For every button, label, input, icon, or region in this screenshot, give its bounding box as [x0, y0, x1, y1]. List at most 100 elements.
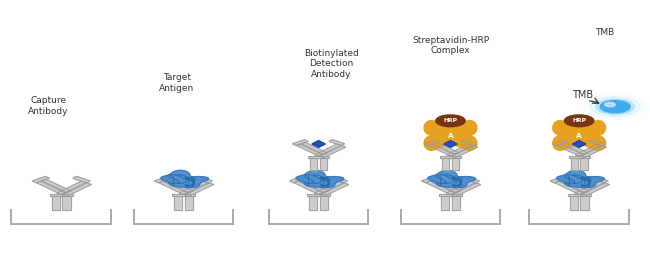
Bar	[591, 176, 608, 183]
Bar	[571, 158, 578, 170]
Bar	[320, 196, 328, 210]
Circle shape	[570, 132, 588, 139]
Bar	[559, 179, 589, 193]
Bar	[73, 176, 90, 183]
Bar	[575, 181, 605, 195]
Bar	[571, 158, 578, 170]
Bar	[461, 140, 476, 146]
Bar	[159, 181, 189, 194]
Bar	[557, 144, 584, 156]
Bar	[580, 196, 589, 210]
Bar	[163, 179, 194, 193]
Bar	[298, 179, 328, 193]
Bar	[307, 194, 330, 196]
Bar	[428, 144, 456, 156]
Bar	[36, 181, 67, 194]
Bar	[154, 176, 172, 183]
Bar	[159, 181, 189, 194]
Bar	[441, 196, 449, 210]
Bar	[432, 142, 460, 155]
Text: TMB: TMB	[573, 90, 593, 100]
Bar	[428, 144, 456, 156]
Bar	[49, 194, 73, 196]
Bar	[300, 142, 328, 155]
Bar	[330, 176, 348, 183]
Bar	[57, 181, 87, 195]
Bar	[569, 156, 590, 158]
Circle shape	[600, 101, 630, 113]
Bar	[32, 176, 49, 183]
Bar	[421, 176, 439, 183]
Bar	[461, 140, 476, 146]
Bar	[51, 196, 60, 210]
Bar	[294, 181, 324, 194]
Bar	[183, 183, 214, 196]
Bar	[289, 176, 307, 183]
Bar	[308, 156, 329, 158]
Bar	[580, 158, 588, 170]
Bar	[452, 196, 460, 210]
Bar	[446, 181, 476, 195]
Bar	[318, 183, 349, 196]
Bar	[450, 183, 481, 196]
Bar	[441, 196, 449, 210]
Bar	[579, 183, 610, 196]
Bar	[450, 183, 481, 196]
Bar	[51, 196, 60, 210]
Polygon shape	[556, 170, 604, 188]
Bar	[590, 140, 605, 146]
Bar	[561, 142, 588, 155]
Bar	[307, 194, 330, 196]
Bar	[430, 179, 460, 193]
Bar	[320, 196, 328, 210]
Bar	[154, 176, 172, 183]
Bar	[450, 145, 478, 158]
Bar	[41, 179, 71, 193]
Bar	[426, 181, 456, 194]
Polygon shape	[312, 141, 325, 147]
Bar	[452, 158, 459, 170]
Bar	[195, 176, 213, 183]
Bar	[289, 176, 307, 183]
Bar	[462, 176, 480, 183]
Bar	[308, 156, 329, 158]
Bar	[575, 144, 603, 157]
Bar	[73, 176, 90, 183]
Bar	[294, 181, 324, 194]
Bar	[447, 144, 474, 157]
Bar	[559, 179, 589, 193]
Circle shape	[604, 102, 615, 107]
Bar	[579, 145, 606, 158]
Bar	[36, 181, 67, 194]
Bar	[292, 140, 308, 146]
Bar	[330, 176, 348, 183]
Bar	[309, 196, 317, 210]
Polygon shape	[161, 170, 209, 188]
Bar	[575, 144, 603, 157]
Text: Capture
Antibody: Capture Antibody	[28, 96, 68, 116]
Bar	[62, 196, 71, 210]
Bar	[185, 196, 193, 210]
Text: HRP: HRP	[572, 118, 586, 123]
Bar	[179, 181, 209, 195]
Bar	[314, 181, 344, 195]
Bar	[57, 181, 87, 195]
Bar	[440, 156, 461, 158]
Bar	[580, 196, 589, 210]
Bar	[440, 156, 461, 158]
Bar	[442, 158, 449, 170]
Bar	[296, 144, 324, 156]
Bar	[450, 145, 478, 158]
Bar	[554, 181, 585, 194]
Bar	[557, 144, 584, 156]
Polygon shape	[573, 141, 586, 147]
Bar	[329, 140, 344, 146]
Bar	[421, 176, 439, 183]
Text: TMB: TMB	[595, 28, 614, 37]
Bar	[432, 142, 460, 155]
Bar	[550, 176, 567, 183]
Bar	[424, 140, 440, 146]
Bar	[185, 196, 193, 210]
Circle shape	[441, 132, 460, 139]
Bar	[329, 140, 344, 146]
